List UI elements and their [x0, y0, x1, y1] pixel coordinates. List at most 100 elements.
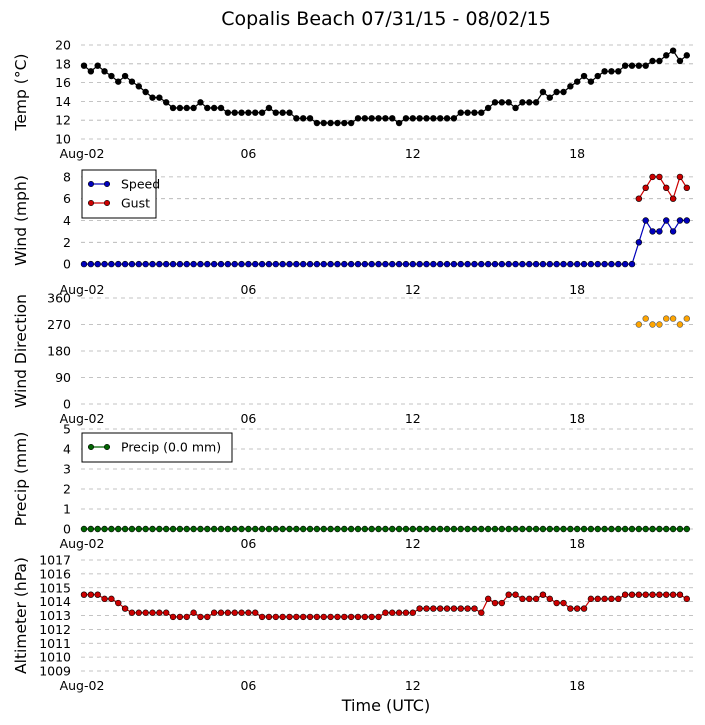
data-point — [115, 260, 122, 268]
data-point — [87, 68, 95, 75]
data-point — [361, 525, 369, 533]
data-point — [115, 78, 122, 85]
data-point — [258, 613, 266, 621]
data-point — [443, 115, 451, 122]
data-point — [663, 217, 670, 224]
data-point — [635, 62, 643, 69]
data-point — [121, 525, 129, 533]
y-tick-label: 360 — [47, 291, 71, 306]
data-point — [642, 591, 649, 598]
data-point — [389, 115, 396, 122]
data-point — [567, 260, 574, 268]
data-point — [539, 260, 547, 268]
data-point — [80, 591, 88, 598]
data-point — [231, 109, 238, 116]
data-point — [676, 591, 684, 598]
data-point — [210, 104, 218, 112]
data-point — [169, 525, 177, 533]
data-point — [354, 613, 362, 621]
data-point — [402, 115, 410, 122]
panel-wind: 0 2 4 6 8 Aug-02 06 12 18 Wind (mph) Speed Gust — [12, 169, 694, 297]
data-point — [443, 605, 451, 612]
data-point — [190, 104, 197, 112]
data-point — [649, 173, 656, 181]
data-point — [341, 260, 348, 268]
data-point — [382, 609, 389, 616]
data-point — [498, 599, 506, 607]
data-point — [676, 525, 684, 533]
data-point — [532, 260, 540, 268]
data-point — [320, 613, 327, 621]
data-point — [628, 525, 636, 533]
data-point — [135, 260, 143, 268]
data-point — [491, 525, 499, 533]
data-point — [286, 525, 293, 533]
data-point — [594, 72, 601, 80]
data-point — [238, 260, 245, 268]
data-point — [416, 525, 423, 533]
data-point — [560, 599, 567, 607]
data-point — [135, 525, 143, 533]
data-point — [505, 99, 512, 106]
y-tick-label: 1013 — [39, 608, 71, 623]
data-point — [395, 609, 403, 616]
data-point — [478, 260, 485, 268]
data-point — [300, 115, 307, 122]
data-point — [115, 525, 122, 533]
data-point — [437, 115, 444, 122]
data-point — [341, 119, 348, 127]
data-point — [293, 613, 300, 621]
data-point — [683, 525, 690, 533]
y-tick-label: 1016 — [39, 566, 71, 581]
data-point — [402, 609, 410, 616]
data-point — [539, 525, 547, 533]
data-point — [635, 591, 643, 598]
data-point — [573, 78, 581, 85]
data-point — [245, 609, 252, 616]
data-point — [628, 260, 636, 268]
data-point — [231, 609, 238, 616]
data-point — [430, 260, 437, 268]
data-point — [313, 525, 321, 533]
data-point — [163, 260, 170, 268]
legend-marker — [104, 181, 111, 188]
data-point — [546, 525, 553, 533]
data-point — [594, 525, 601, 533]
y-tick-label: 4 — [63, 213, 71, 228]
x-tick-label: Aug-02 — [60, 536, 105, 551]
data-point — [628, 591, 636, 598]
data-point — [217, 260, 225, 268]
data-point — [642, 315, 649, 322]
y-axis-label: Wind (mph) — [12, 175, 30, 266]
data-point — [464, 525, 471, 533]
data-point — [389, 609, 396, 616]
data-point — [368, 260, 375, 268]
data-point — [669, 228, 677, 235]
data-point — [580, 260, 588, 268]
chart-title: Copalis Beach 07/31/15 - 08/02/15 — [221, 8, 551, 30]
data-point — [224, 609, 232, 616]
data-point — [676, 217, 684, 224]
data-point — [115, 599, 122, 607]
x-tick-label: Aug-02 — [60, 678, 105, 693]
data-point — [128, 260, 136, 268]
data-point — [224, 109, 232, 116]
data-point — [409, 609, 416, 616]
x-tick-label: 06 — [240, 282, 256, 297]
data-point — [594, 260, 601, 268]
data-point — [642, 525, 649, 533]
data-point — [375, 525, 382, 533]
y-tick-label: 1011 — [39, 636, 71, 651]
y-tick-label: 1014 — [39, 594, 71, 609]
data-point — [539, 591, 547, 598]
data-point — [526, 595, 533, 603]
data-point — [443, 525, 451, 533]
data-point — [313, 613, 321, 621]
data-point — [478, 525, 485, 533]
x-tick-label: 18 — [569, 282, 585, 297]
data-point — [402, 260, 410, 268]
data-point — [204, 613, 211, 621]
data-point — [272, 109, 279, 116]
data-point — [587, 595, 595, 603]
